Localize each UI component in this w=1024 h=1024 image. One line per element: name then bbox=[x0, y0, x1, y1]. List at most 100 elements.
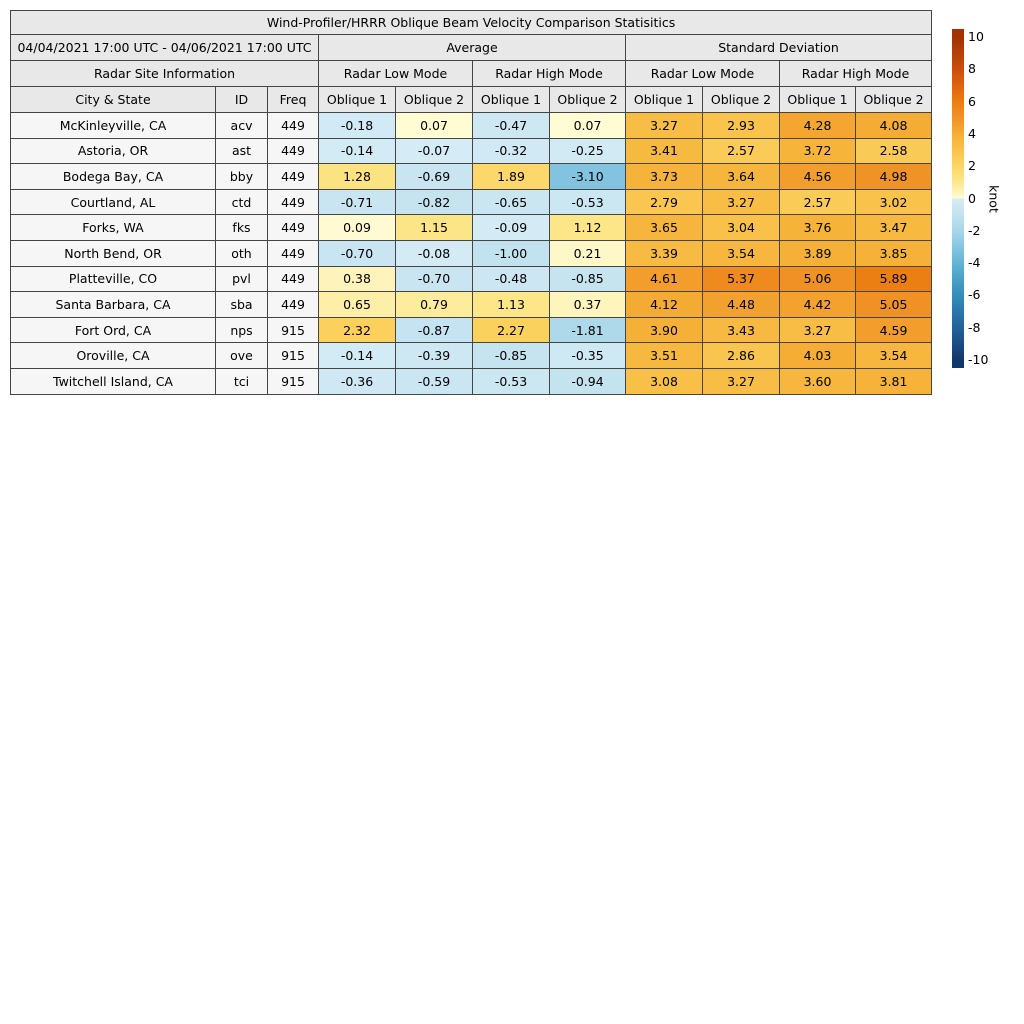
value-cell: 2.58 bbox=[854, 137, 933, 165]
value-cell: 2.79 bbox=[625, 188, 703, 216]
id-cell: pvl bbox=[215, 265, 268, 293]
freq-cell: 449 bbox=[267, 112, 319, 139]
id-cell: oth bbox=[215, 239, 268, 267]
title-row: Wind-Profiler/HRRR Oblique Beam Velocity… bbox=[9, 10, 933, 35]
col-header-oblique2: Oblique 2 bbox=[395, 86, 473, 113]
colorbar-tick-label: 6 bbox=[968, 93, 976, 109]
value-cell: 0.09 bbox=[318, 214, 396, 241]
mode-header-row: Radar Site Information Radar Low Mode Ra… bbox=[10, 60, 933, 87]
city-cell: Fort Ord, CA bbox=[10, 316, 216, 344]
value-cell: -0.70 bbox=[395, 265, 473, 293]
value-cell: -0.08 bbox=[395, 239, 473, 267]
value-cell: -3.10 bbox=[549, 163, 626, 190]
value-cell: 1.89 bbox=[472, 163, 550, 190]
value-cell: 4.59 bbox=[854, 316, 933, 344]
value-cell: 2.93 bbox=[702, 112, 780, 139]
table-row: McKinleyville, CA acv 449 -0.18 0.07 -0.47 0.0… bbox=[10, 112, 933, 139]
value-cell: 3.54 bbox=[854, 342, 933, 369]
freq-cell: 449 bbox=[267, 163, 319, 190]
value-cell: 2.57 bbox=[702, 137, 780, 165]
value-cell: 4.08 bbox=[854, 112, 933, 139]
value-cell: -0.71 bbox=[318, 188, 396, 216]
group-header-row: 04/04/2021 17:00 UTC - 04/06/2021 17:00 … bbox=[10, 34, 933, 61]
value-cell: 0.21 bbox=[549, 239, 626, 267]
colorbar-unit-label: knot bbox=[986, 185, 1002, 213]
city-cell: Courtland, AL bbox=[10, 188, 216, 216]
avg-high-mode-header: Radar High Mode bbox=[472, 60, 626, 87]
value-cell: 0.37 bbox=[549, 291, 626, 318]
city-cell: Santa Barbara, CA bbox=[10, 291, 216, 318]
value-cell: 3.08 bbox=[625, 367, 703, 395]
table-row: Fort Ord, CA nps 915 2.32 -0.87 2.27 -1.81 3.90… bbox=[10, 316, 933, 344]
table-row: North Bend, OR oth 449 -0.70 -0.08 -1.00 0.21 3… bbox=[10, 239, 933, 267]
value-cell: 3.76 bbox=[779, 214, 856, 241]
value-cell: 0.65 bbox=[318, 291, 396, 318]
value-cell: -0.07 bbox=[395, 137, 473, 165]
value-cell: -0.53 bbox=[472, 367, 550, 395]
value-cell: -0.94 bbox=[549, 367, 626, 395]
stats-table: Wind-Profiler/HRRR Oblique Beam Velocity… bbox=[9, 10, 933, 395]
freq-cell: 915 bbox=[267, 342, 319, 369]
id-cell: ast bbox=[215, 137, 268, 165]
table-row: Bodega Bay, CA bby 449 1.28 -0.69 1.89 -3.10 3.… bbox=[10, 163, 933, 190]
colorbar-tick-label: 0 bbox=[968, 190, 976, 206]
value-cell: 0.38 bbox=[318, 265, 396, 293]
id-cell: sba bbox=[215, 291, 268, 318]
col-header-freq: Freq bbox=[267, 86, 319, 113]
value-cell: 3.43 bbox=[702, 316, 780, 344]
city-cell: Twitchell Island, CA bbox=[10, 367, 216, 395]
value-cell: -1.00 bbox=[472, 239, 550, 267]
value-cell: -1.81 bbox=[549, 316, 626, 344]
col-header-oblique1: Oblique 1 bbox=[625, 86, 703, 113]
table-row: Twitchell Island, CA tci 915 -0.36 -0.59 -0.5… bbox=[10, 367, 933, 395]
value-cell: 3.90 bbox=[625, 316, 703, 344]
id-cell: nps bbox=[215, 316, 268, 344]
id-cell: tci bbox=[215, 367, 268, 395]
freq-cell: 449 bbox=[267, 291, 319, 318]
freq-cell: 449 bbox=[267, 214, 319, 241]
col-header-oblique2: Oblique 2 bbox=[549, 86, 626, 113]
value-cell: 3.39 bbox=[625, 239, 703, 267]
value-cell: -0.39 bbox=[395, 342, 473, 369]
value-cell: -0.14 bbox=[318, 137, 396, 165]
value-cell: -0.25 bbox=[549, 137, 626, 165]
colorbar-tick-label: -10 bbox=[968, 351, 989, 367]
value-cell: 5.06 bbox=[779, 265, 856, 293]
city-cell: Platteville, CO bbox=[10, 265, 216, 293]
group-header-std: Standard Deviation bbox=[624, 34, 933, 61]
value-cell: 1.12 bbox=[549, 214, 626, 241]
value-cell: 3.72 bbox=[779, 137, 856, 165]
table-row: Santa Barbara, CA sba 449 0.65 0.79 1.13 0.37 4… bbox=[10, 291, 933, 318]
value-cell: -0.48 bbox=[472, 265, 550, 293]
value-cell: -0.35 bbox=[549, 342, 626, 369]
value-cell: -0.36 bbox=[318, 367, 396, 395]
table-row: Astoria, OR ast 449 -0.14 -0.07 -0.32 -0.25 3.4… bbox=[10, 137, 933, 165]
value-cell: 2.32 bbox=[318, 316, 396, 344]
value-cell: 4.61 bbox=[625, 265, 703, 293]
value-cell: -0.70 bbox=[318, 239, 396, 267]
col-header-oblique2: Oblique 2 bbox=[854, 86, 933, 113]
city-cell: Oroville, CA bbox=[10, 342, 216, 369]
value-cell: 3.02 bbox=[854, 188, 933, 216]
value-cell: 3.41 bbox=[625, 137, 703, 165]
value-cell: 4.98 bbox=[854, 163, 933, 190]
value-cell: -0.69 bbox=[395, 163, 473, 190]
col-header-id: ID bbox=[215, 86, 268, 113]
avg-low-mode-header: Radar Low Mode bbox=[318, 60, 473, 87]
city-cell: Astoria, OR bbox=[10, 137, 216, 165]
value-cell: 4.28 bbox=[779, 112, 856, 139]
value-cell: 3.27 bbox=[625, 112, 703, 139]
value-cell: -0.18 bbox=[318, 112, 396, 139]
value-cell: 1.15 bbox=[395, 214, 473, 241]
value-cell: 3.54 bbox=[702, 239, 780, 267]
table-body: McKinleyville, CA acv 449 -0.18 0.07 -0.47 0.0… bbox=[10, 112, 933, 395]
table-row: Platteville, CO pvl 449 0.38 -0.70 -0.48 -0.85… bbox=[10, 265, 933, 293]
value-cell: 2.86 bbox=[702, 342, 780, 369]
city-cell: North Bend, OR bbox=[10, 239, 216, 267]
value-cell: 3.60 bbox=[779, 367, 856, 395]
value-cell: -0.53 bbox=[549, 188, 626, 216]
table-row: Oroville, CA ove 915 -0.14 -0.39 -0.85 -0.35 3.… bbox=[10, 342, 933, 369]
value-cell: -0.47 bbox=[472, 112, 550, 139]
value-cell: 5.05 bbox=[854, 291, 933, 318]
